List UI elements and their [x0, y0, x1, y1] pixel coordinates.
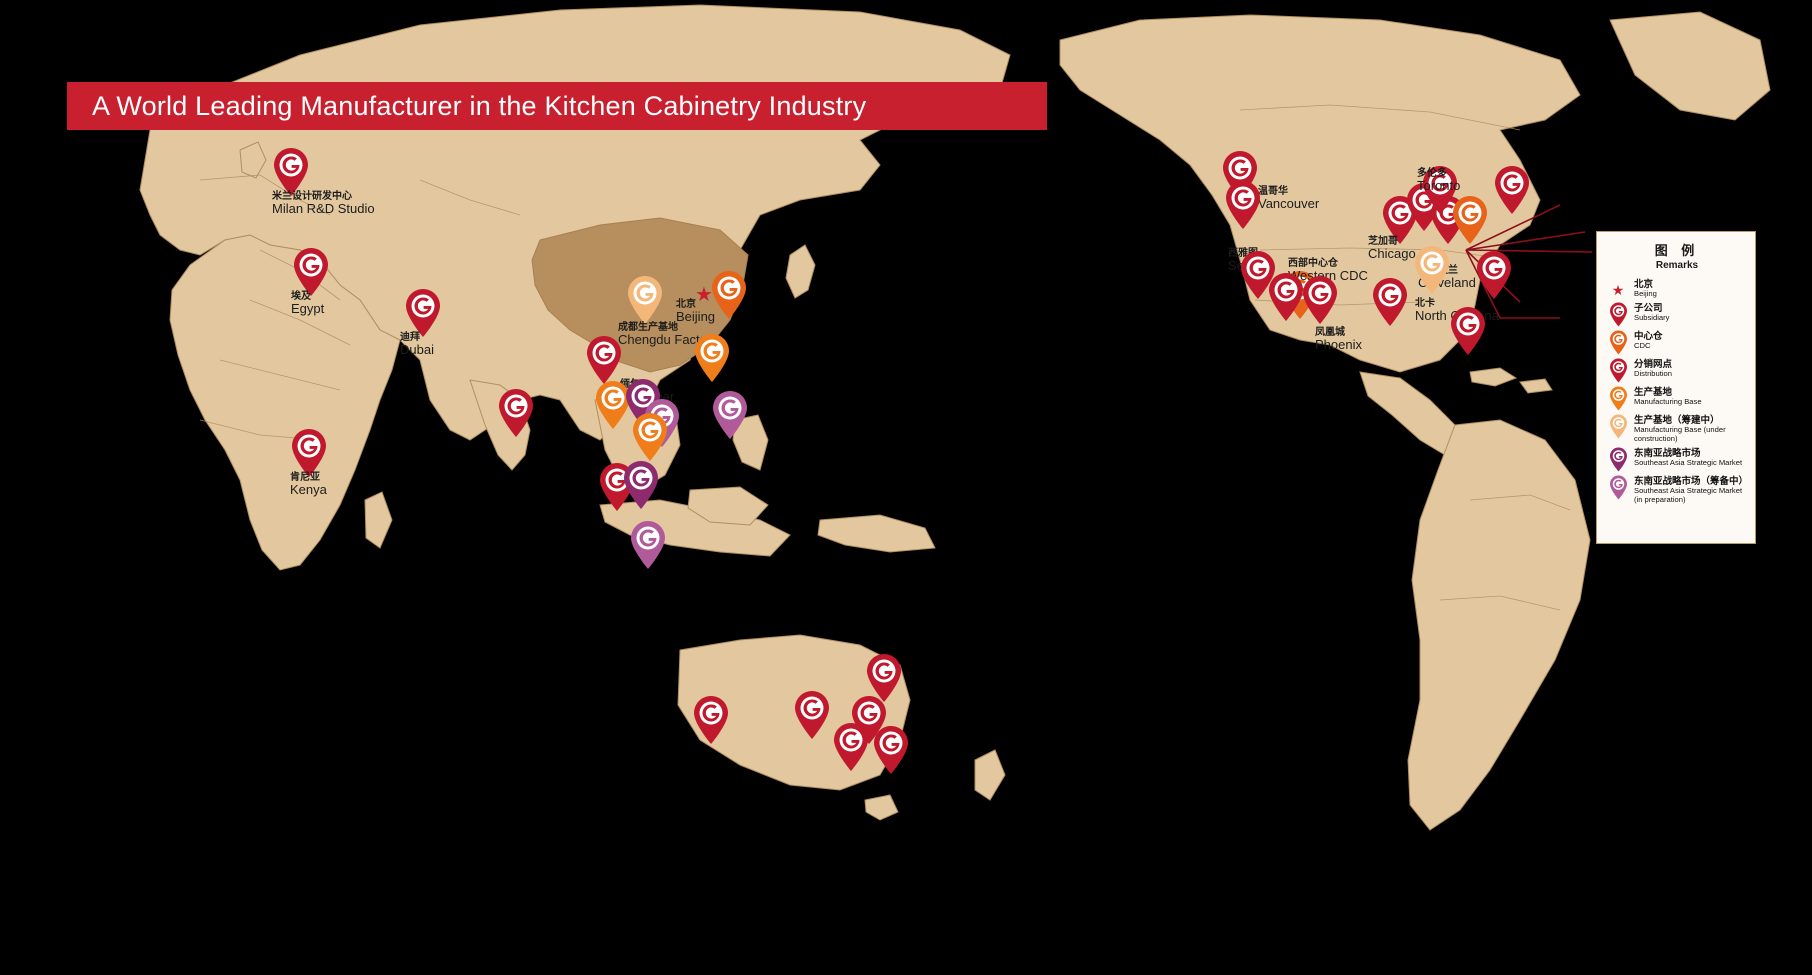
map-pin-cleveland-2[interactable] — [1451, 195, 1489, 245]
legend-item-cn-4: 生产基地 — [1634, 387, 1673, 398]
map-pin-melbourne[interactable] — [832, 722, 870, 772]
legend-item-2: 中心仓 CDC — [1605, 330, 1749, 355]
legend-title: 图 例 Remarks — [1605, 240, 1749, 271]
map-pin-egypt[interactable] — [292, 247, 330, 297]
legend-item-en-3: Distribution — [1634, 369, 1672, 379]
map-pin-milan[interactable] — [272, 147, 310, 197]
map-pin-myanmar[interactable] — [585, 335, 623, 385]
legend-item-0: ★ 北京 Beijing — [1605, 278, 1749, 299]
map-pin-thailand[interactable] — [594, 380, 632, 430]
map-pin-canberra[interactable] — [850, 695, 888, 745]
philippines-landmass — [732, 414, 769, 471]
title-banner: A World Leading Manufacturer in the Kitc… — [67, 82, 1047, 130]
uk-landmass — [239, 141, 267, 179]
legend-item-4: 生产基地 Manufacturing Base — [1605, 386, 1749, 411]
legend-item-en-2: CDC — [1634, 341, 1651, 351]
pin-icon — [1605, 358, 1631, 383]
legend-item-en-4: Manufacturing Base — [1634, 397, 1702, 407]
legend-item-text-4: 生产基地 Manufacturing Base — [1631, 386, 1702, 407]
map-pin-east-coast-1[interactable] — [1475, 250, 1513, 300]
pin-icon — [1605, 447, 1631, 472]
legend-title-en: Remarks — [1655, 260, 1699, 271]
legend-item-text-7: 东南亚战略市场（筹备中） Southeast Asia Strategic Mar… — [1631, 475, 1749, 505]
map-pin-north-carolina[interactable] — [1413, 245, 1451, 295]
map-pin-dubai[interactable] — [404, 288, 442, 338]
map-pin-texas[interactable] — [1371, 277, 1409, 327]
map-pin-perth[interactable] — [692, 695, 730, 745]
pin-icon — [1605, 330, 1631, 355]
star-icon-beijing: ★ — [695, 284, 713, 306]
caribbean-islands — [1469, 367, 1518, 387]
map-pin-east-china-2[interactable] — [693, 333, 731, 383]
legend-item-en-5: Manufacturing Base (under construction) — [1634, 425, 1726, 443]
legend-item-en-7: Southeast Asia Strategic Market (in prep… — [1634, 486, 1743, 504]
map-pin-chicago[interactable] — [1381, 195, 1419, 245]
map-pin-east-china-1[interactable] — [710, 270, 748, 320]
legend-item-text-3: 分销网点 Distribution — [1631, 358, 1672, 379]
map-pin-adelaide[interactable] — [793, 690, 831, 740]
legend-item-text-5: 生产基地（筹建中） Manufacturing Base (under const… — [1631, 414, 1749, 444]
north-america-landmass — [1059, 14, 1581, 373]
pin-icon — [1605, 414, 1631, 439]
new-guinea-landmass — [817, 514, 936, 553]
africa-landmass — [169, 234, 401, 571]
map-pin-new-jersey[interactable] — [1493, 165, 1531, 215]
legend-item-cn-6: 东南亚战略市场 — [1634, 447, 1701, 459]
legend-item-cn-2: 中心仓 — [1634, 331, 1663, 342]
map-pin-seattle[interactable] — [1224, 180, 1262, 230]
hispaniola-island — [1519, 378, 1553, 394]
legend-item-1: 子公司 Subsidiary — [1605, 302, 1749, 327]
legend-title-cn: 图 例 — [1654, 243, 1700, 258]
tasmania-landmass — [864, 794, 899, 821]
map-pin-singapore[interactable] — [622, 460, 660, 510]
legend-rows: ★ 北京 Beijing 子公司 Subsidiary 中心仓 CDC 分销网点 Distrib… — [1605, 278, 1749, 505]
legend-item-6: 东南亚战略市场 Southeast Asia Strategic Market — [1605, 447, 1749, 472]
south-america-landmass — [1407, 419, 1591, 831]
map-pin-sydney[interactable] — [865, 653, 903, 703]
map-pin-florida[interactable] — [1449, 306, 1487, 356]
legend-item-3: 分销网点 Distribution — [1605, 358, 1749, 383]
landmasses — [139, 4, 1771, 831]
legend-item-en-1: Subsidiary — [1634, 313, 1670, 323]
legend-item-cn-3: 分销网点 — [1634, 359, 1673, 370]
legend-item-en-6: Southeast Asia Strategic Market — [1634, 458, 1743, 467]
legend-item-text-0: 北京 Beijing — [1631, 278, 1657, 299]
map-pin-indonesia[interactable] — [629, 520, 667, 570]
map-pin-phoenix[interactable] — [1301, 275, 1339, 325]
pin-icon — [1605, 302, 1631, 327]
japan-landmass — [785, 244, 816, 299]
connector-lines — [1465, 204, 1593, 319]
legend-item-cn-5: 生产基地（筹建中） — [1634, 415, 1720, 426]
map-pin-tasmania[interactable] — [872, 725, 910, 775]
legend-item-5: 生产基地（筹建中） Manufacturing Base (under const… — [1605, 414, 1749, 444]
legend-item-en-0: Beijing — [1634, 289, 1657, 299]
borneo-landmass — [687, 486, 769, 526]
legend-item-text-2: 中心仓 CDC — [1631, 330, 1663, 351]
legend-item-text-1: 子公司 Subsidiary — [1631, 302, 1669, 323]
legend-item-cn-7: 东南亚战略市场（筹备中） — [1634, 475, 1749, 487]
legend-item-cn-1: 子公司 — [1634, 303, 1663, 314]
pin-icon — [1605, 386, 1631, 411]
map-pin-kenya[interactable] — [290, 428, 328, 478]
greenland-landmass — [1609, 11, 1771, 121]
map-pin-toronto[interactable] — [1421, 165, 1459, 215]
map-pin-india-west[interactable] — [497, 388, 535, 438]
map-pin-west-usa-2[interactable] — [1267, 272, 1305, 322]
madagascar-landmass — [364, 491, 393, 549]
star-icon: ★ — [1611, 282, 1625, 298]
map-pin-philippines[interactable] — [711, 390, 749, 440]
legend-panel: 图 例 Remarks ★ 北京 Beijing 子公司 Subsidiary 中心仓 CD… — [1596, 231, 1756, 544]
pin-icon — [1605, 475, 1631, 500]
legend-item-7: 东南亚战略市场（筹备中） Southeast Asia Strategic Mar… — [1605, 475, 1749, 505]
map-pin-vietnam[interactable] — [631, 412, 669, 462]
map-pin-chengdu[interactable] — [626, 275, 664, 325]
map-pin-west-usa-1[interactable] — [1239, 250, 1277, 300]
legend-item-text-6: 东南亚战略市场 Southeast Asia Strategic Market — [1631, 447, 1742, 468]
page-title: A World Leading Manufacturer in the Kitc… — [92, 90, 867, 121]
new-zealand-landmass — [974, 749, 1006, 801]
legend-item-cn-0: 北京 — [1634, 279, 1654, 290]
